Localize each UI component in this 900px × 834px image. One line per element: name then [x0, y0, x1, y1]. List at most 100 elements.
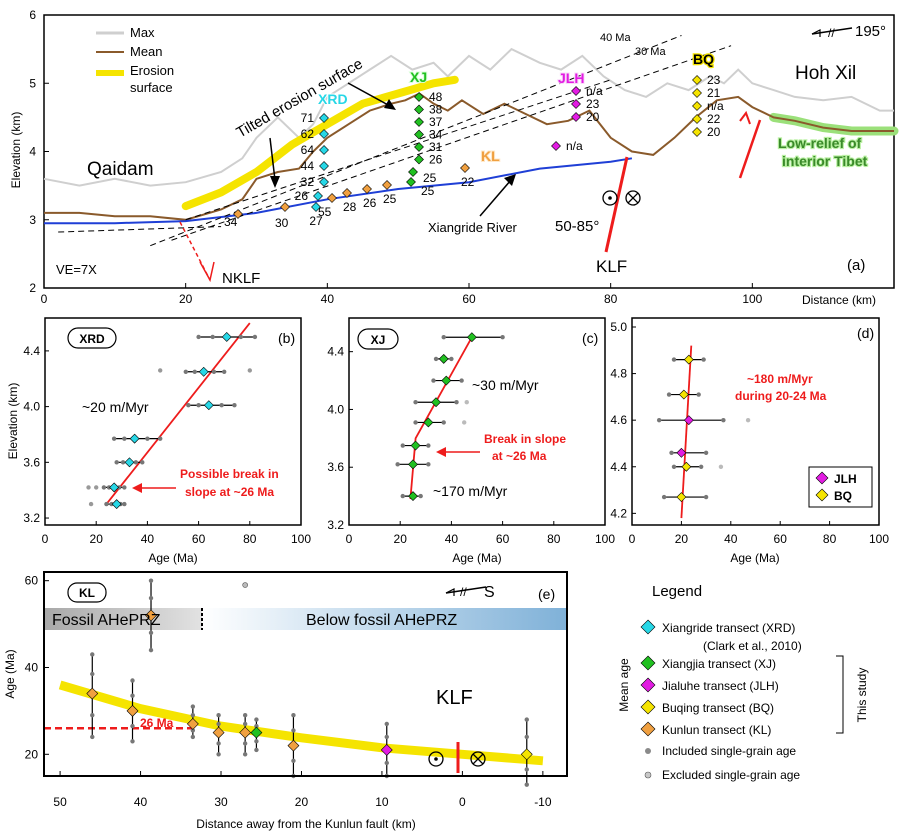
panel-c-point	[441, 375, 452, 386]
xrd-marker	[319, 145, 329, 155]
panel-d-point	[683, 415, 694, 426]
bq-marker	[692, 114, 702, 124]
panel-c-grain	[433, 356, 439, 362]
panel-c-point	[438, 353, 449, 364]
panel-d-xlabel: Age (Ma)	[730, 551, 779, 565]
tilted-arrow-head-icon	[270, 176, 280, 188]
panel-c-xtick-label: 40	[445, 532, 459, 546]
xj-marker	[414, 104, 424, 115]
erosion-arrow-head-icon	[384, 99, 396, 110]
panel-d-grain	[669, 450, 674, 455]
legend-xrd-sub: (Clark et al., 2010)	[703, 639, 802, 653]
panel-b-grain	[120, 460, 126, 465]
panel-c-tag: XJ	[371, 333, 386, 347]
legend-kl-marker	[640, 721, 656, 737]
panel-c-grain	[426, 462, 431, 467]
panel-b-grain	[238, 334, 244, 340]
direction-label: 195°	[855, 23, 886, 40]
main-legend: Legend Mean age Xiangride transect (XRD)…	[617, 583, 869, 782]
panel-d: 0 20 40 60 80 100 4.2 4.4 4.6 4.8 5.0 (d) ~180 m/M…	[610, 317, 889, 565]
panel-d-grain	[698, 464, 704, 469]
panel-c-ytick-label: 4.0	[327, 402, 344, 416]
panel-e-grain	[384, 760, 389, 766]
xrd-marker	[319, 161, 329, 171]
out-of-page-dot-icon	[608, 196, 612, 200]
panel-d-fit-line	[680, 345, 693, 519]
jlh-age: 20	[586, 110, 600, 124]
panel-e-point	[145, 609, 157, 622]
panel-b-xtick-label: 0	[42, 532, 49, 546]
panel-d-legend-box	[808, 466, 873, 508]
panel-c-point	[466, 332, 477, 343]
panel-e-in-symbol-icon	[470, 751, 486, 767]
bq-marker	[692, 101, 702, 111]
legend-included-marker	[645, 748, 651, 754]
panel-a-xtick-label: 0	[41, 292, 48, 306]
panel-b: 0 20 40 60 80 100 3.2 3.6 4.0 4.4 XRD (b) ~20 m/M…	[6, 317, 311, 565]
panel-b-excluded-grain	[158, 368, 163, 373]
panel-e-klf: KLF	[436, 687, 473, 709]
low-relief-label-2: interior Tibet	[782, 153, 868, 169]
panel-d-xtick-label: 40	[724, 532, 738, 546]
panel-c-point	[423, 417, 434, 428]
kl-marker	[342, 188, 352, 198]
panel-e-grain	[130, 693, 135, 698]
panel-b-grain	[196, 334, 201, 340]
qaidam-label: Qaidam	[87, 159, 154, 180]
kl-age: 25	[383, 192, 397, 206]
panel-e-grain	[242, 713, 248, 718]
panel-a-ylabel: Elevation (km)	[9, 112, 23, 189]
below-fossil-band	[202, 608, 567, 630]
panel-a-xtick-label: 80	[604, 292, 618, 306]
panel-c-point	[408, 491, 418, 502]
xrd-marker	[319, 113, 329, 123]
panel-b-grain	[183, 369, 188, 374]
panel-e-grain	[148, 630, 154, 635]
panel-e-point	[520, 748, 533, 761]
below-fossil-label: Below fossil AHePRZ	[306, 612, 457, 629]
panel-e-grain	[216, 752, 221, 757]
into-page-symbol-icon	[625, 190, 641, 206]
legend-jlh-marker	[640, 677, 656, 693]
panel-c-xtick-label: 60	[496, 532, 510, 546]
panel-c-grain	[449, 356, 454, 362]
nklf-label: NKLF	[222, 270, 260, 287]
panel-d-rate-1: ~180 m/Myr	[747, 372, 813, 386]
panel-e-grain	[254, 723, 259, 729]
xj-marker	[414, 117, 424, 127]
panel-c-note-arrow-head-icon	[436, 447, 446, 457]
xj-age: 25	[421, 184, 435, 198]
panel-e-grain	[190, 713, 196, 718]
panel-d-grain	[671, 357, 677, 362]
hoh-xil-label: Hoh Xil	[795, 63, 856, 84]
panel-e-excluded-grain	[242, 582, 248, 588]
panel-c-ytick-label: 3.2	[327, 518, 344, 532]
panel-c-grain	[400, 443, 405, 448]
legend-bq: Buqing transect (BQ)	[662, 701, 774, 715]
kl-age: 30	[275, 216, 289, 230]
legend-xrd: Xiangride transect (XRD)	[662, 621, 795, 635]
xj-age: 31	[429, 140, 443, 154]
panel-c-label: (c)	[582, 330, 598, 346]
panel-a-label: (a)	[847, 257, 865, 274]
panel-c-note-1: Break in slope	[484, 432, 566, 446]
panel-c-frame	[348, 317, 606, 526]
bq-age: 23	[707, 73, 721, 87]
xrd-marker	[313, 191, 323, 201]
panel-e-grain	[242, 741, 248, 746]
isochron-dashed-line	[58, 226, 222, 233]
panel-e-grain	[291, 728, 296, 733]
annotation-arrows	[179, 82, 762, 283]
panel-c-grain	[413, 400, 418, 405]
xrd-label: XRD	[318, 91, 348, 107]
panel-b-grain	[117, 485, 122, 490]
xrd-age: 71	[301, 111, 315, 125]
panel-c-axes: 0 20 40 60 80 100 3.2 3.6 4.0 4.4	[327, 345, 615, 546]
panel-a-xtick-label: 40	[321, 292, 335, 306]
panel-e-grain	[216, 741, 221, 746]
legend-xj: Xiangjia transect (XJ)	[662, 657, 776, 671]
fossil-label: Fossil AHePRZ	[52, 612, 161, 629]
panel-c-grain	[500, 335, 505, 340]
jlh-marker	[551, 141, 561, 151]
